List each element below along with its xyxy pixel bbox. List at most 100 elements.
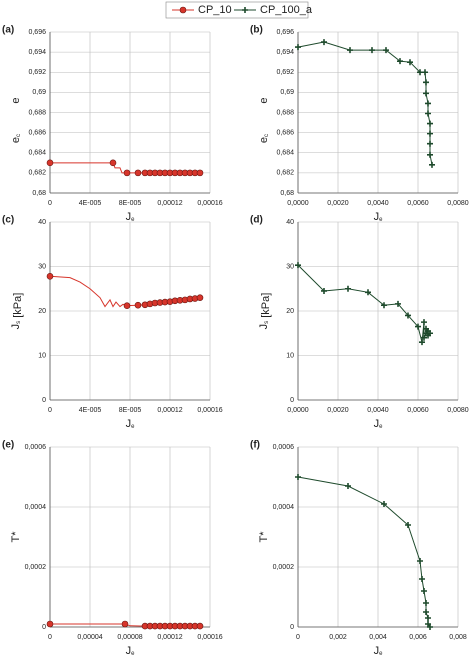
legend-label: CP_10 (198, 4, 232, 16)
x-axis-label-sub: e (379, 217, 383, 223)
x-tick-label: 0,00016 (197, 200, 222, 207)
x-axis-label: Je (374, 645, 384, 657)
marker (134, 169, 142, 177)
y-tick-label: 0,68 (32, 190, 46, 197)
y-axis-label: e (258, 97, 270, 103)
marker (415, 323, 421, 330)
y-axis-label-part: [kPa] (260, 293, 272, 321)
y-tick-label: 0,682 (276, 170, 294, 177)
marker (425, 100, 431, 107)
marker (295, 44, 301, 51)
marker (369, 47, 375, 54)
marker (419, 339, 425, 346)
x-axis-label-sub: e (131, 217, 135, 223)
x-tick-label: 0,00012 (157, 407, 182, 414)
panel-label: (f) (250, 440, 260, 451)
series-line (297, 264, 431, 343)
marker (429, 161, 435, 168)
series-line (297, 476, 431, 628)
marker (46, 272, 54, 280)
y-tick-label: 0 (290, 624, 294, 631)
x-axis-label-part: J (126, 211, 132, 223)
marker (427, 330, 433, 337)
annotation: ec (10, 134, 22, 143)
annotation-sub: c (16, 134, 22, 137)
annotation-sub: c (264, 134, 270, 137)
y-tick-label: 10 (286, 352, 294, 359)
marker (109, 159, 117, 167)
x-tick-label: 0,0060 (407, 407, 429, 414)
y-tick-label: 30 (38, 263, 46, 270)
y-tick-label: 0,688 (276, 109, 294, 116)
y-tick-label: 0,0004 (25, 504, 47, 511)
x-tick-label: 4E-005 (79, 407, 102, 414)
panel-label: (e) (2, 440, 14, 451)
x-tick-label: 8E-005 (119, 407, 142, 414)
x-tick-label: 0 (296, 634, 300, 641)
x-tick-label: 0,0020 (327, 200, 349, 207)
x-tick-label: 0,0020 (327, 407, 349, 414)
marker (423, 79, 429, 86)
y-tick-label: 0,69 (32, 89, 46, 96)
marker (381, 501, 387, 507)
x-axis-label-part: J (374, 211, 380, 223)
marker (422, 69, 428, 76)
marker (121, 620, 129, 628)
marker (423, 90, 429, 97)
y-tick-label: 0,686 (276, 129, 294, 136)
y-tick-label: 20 (38, 308, 46, 315)
marker (295, 262, 301, 269)
annotation-part: e (258, 137, 270, 143)
y-tick-label: 0,692 (28, 69, 46, 76)
x-axis-label: Je (126, 418, 136, 430)
x-tick-label: 0,00004 (77, 634, 102, 641)
marker (425, 615, 431, 621)
marker (427, 151, 433, 158)
y-tick-label: 20 (286, 308, 294, 315)
x-tick-label: 0,0000 (287, 200, 309, 207)
marker (46, 620, 54, 628)
y-axis-label: e (10, 97, 22, 103)
marker (405, 522, 411, 528)
marker (427, 120, 433, 127)
x-axis-label-part: J (374, 418, 380, 430)
x-tick-label: 0,006 (409, 634, 427, 641)
panel-label: (d) (250, 215, 263, 226)
y-tick-label: 0,696 (28, 29, 46, 36)
marker (365, 289, 371, 296)
marker (421, 334, 427, 341)
annotation: ec (258, 134, 270, 143)
marker (407, 59, 413, 66)
marker (123, 302, 131, 309)
y-tick-label: 0,682 (28, 170, 46, 177)
y-axis-label: Js [kPa] (10, 293, 24, 330)
marker (423, 325, 429, 332)
marker (345, 483, 351, 489)
annotation-part: e (10, 137, 22, 143)
y-axis-label-part: T* (258, 531, 270, 543)
y-tick-label: 0 (42, 397, 46, 404)
y-tick-label: 0,69 (280, 89, 294, 96)
x-tick-label: 0,0060 (407, 200, 429, 207)
marker (381, 302, 387, 309)
x-axis-label-sub: e (379, 651, 383, 657)
marker (395, 300, 401, 307)
y-tick-label: 0,0002 (25, 564, 47, 571)
marker (397, 58, 403, 65)
x-tick-label: 0,0040 (367, 407, 389, 414)
marker (423, 609, 429, 615)
y-axis-label-sub: s (16, 321, 22, 324)
x-tick-label: 0 (48, 407, 52, 414)
x-tick-label: 4E-005 (79, 200, 102, 207)
y-tick-label: 0 (290, 397, 294, 404)
y-tick-label: 0,0004 (273, 504, 295, 511)
marker (196, 294, 204, 301)
y-axis-label-part: T* (10, 531, 22, 543)
x-axis-label-sub: e (131, 651, 135, 657)
x-tick-label: 0,00008 (117, 634, 142, 641)
y-axis-label-sub: s (264, 321, 270, 324)
x-tick-label: 0,00016 (197, 634, 222, 641)
marker (421, 588, 427, 594)
y-axis-label-part: [kPa] (12, 293, 24, 321)
